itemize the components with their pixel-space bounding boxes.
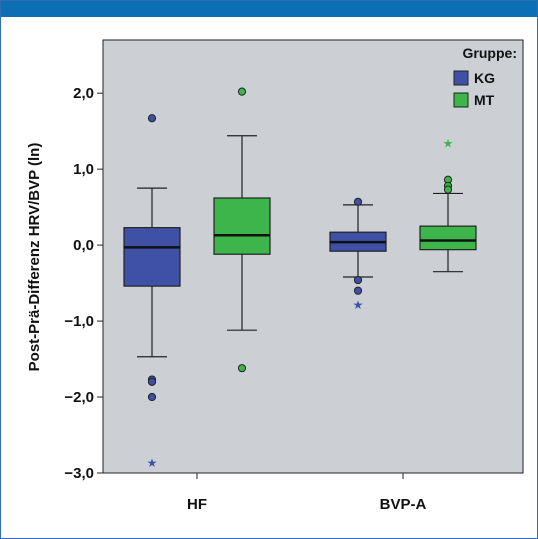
outlier-point <box>353 197 363 206</box>
outlier-point <box>147 114 157 123</box>
extreme-point: ★ <box>443 136 454 150</box>
y-axis: 2,0 1,0 0,0 −1,0 −2,0 −3,0 <box>64 85 103 482</box>
outlier-point <box>353 286 363 295</box>
header-bar <box>1 1 537 17</box>
legend-label-MT: MT <box>474 92 495 108</box>
x-axis: HF BVP-A <box>187 473 427 513</box>
box-iqr <box>419 225 477 251</box>
legend: Gruppe: KG MT <box>453 45 517 108</box>
outlier-point <box>353 275 363 285</box>
box-series: ★ ★ ★ <box>123 87 477 470</box>
outlier-point <box>237 87 247 96</box>
y-tick-label: −2,0 <box>64 389 94 406</box>
legend-swatch-KG <box>453 70 469 86</box>
legend-title: Gruppe: <box>463 45 517 61</box>
extreme-point: ★ <box>353 298 364 312</box>
outlier-point <box>147 377 157 386</box>
y-tick-label: −3,0 <box>64 465 94 482</box>
extreme-point: ★ <box>147 456 158 470</box>
x-tick-label: BVP-A <box>380 496 427 513</box>
y-tick-label: 1,0 <box>73 161 94 178</box>
box-iqr <box>213 197 271 255</box>
outlier-point <box>147 392 157 402</box>
box-MT-HF <box>213 87 271 373</box>
y-tick-label: 0,0 <box>73 237 94 254</box>
box-KG-HF: ★ <box>123 114 181 470</box>
outlier-point <box>443 185 453 194</box>
legend-label-KG: KG <box>474 70 495 86</box>
legend-swatch-MT <box>453 92 469 108</box>
box-KG-BVP-A: ★ <box>329 197 387 312</box>
y-axis-label: Post-Prä-Differenz HRV/BVP (ln) <box>26 143 43 372</box>
outlier-point <box>237 364 247 373</box>
y-tick-label: −1,0 <box>64 313 94 330</box>
box-iqr <box>123 227 181 287</box>
x-tick-label: HF <box>187 496 207 513</box>
y-tick-label: 2,0 <box>73 85 94 102</box>
box-MT-BVP-A: ★ <box>419 136 477 273</box>
